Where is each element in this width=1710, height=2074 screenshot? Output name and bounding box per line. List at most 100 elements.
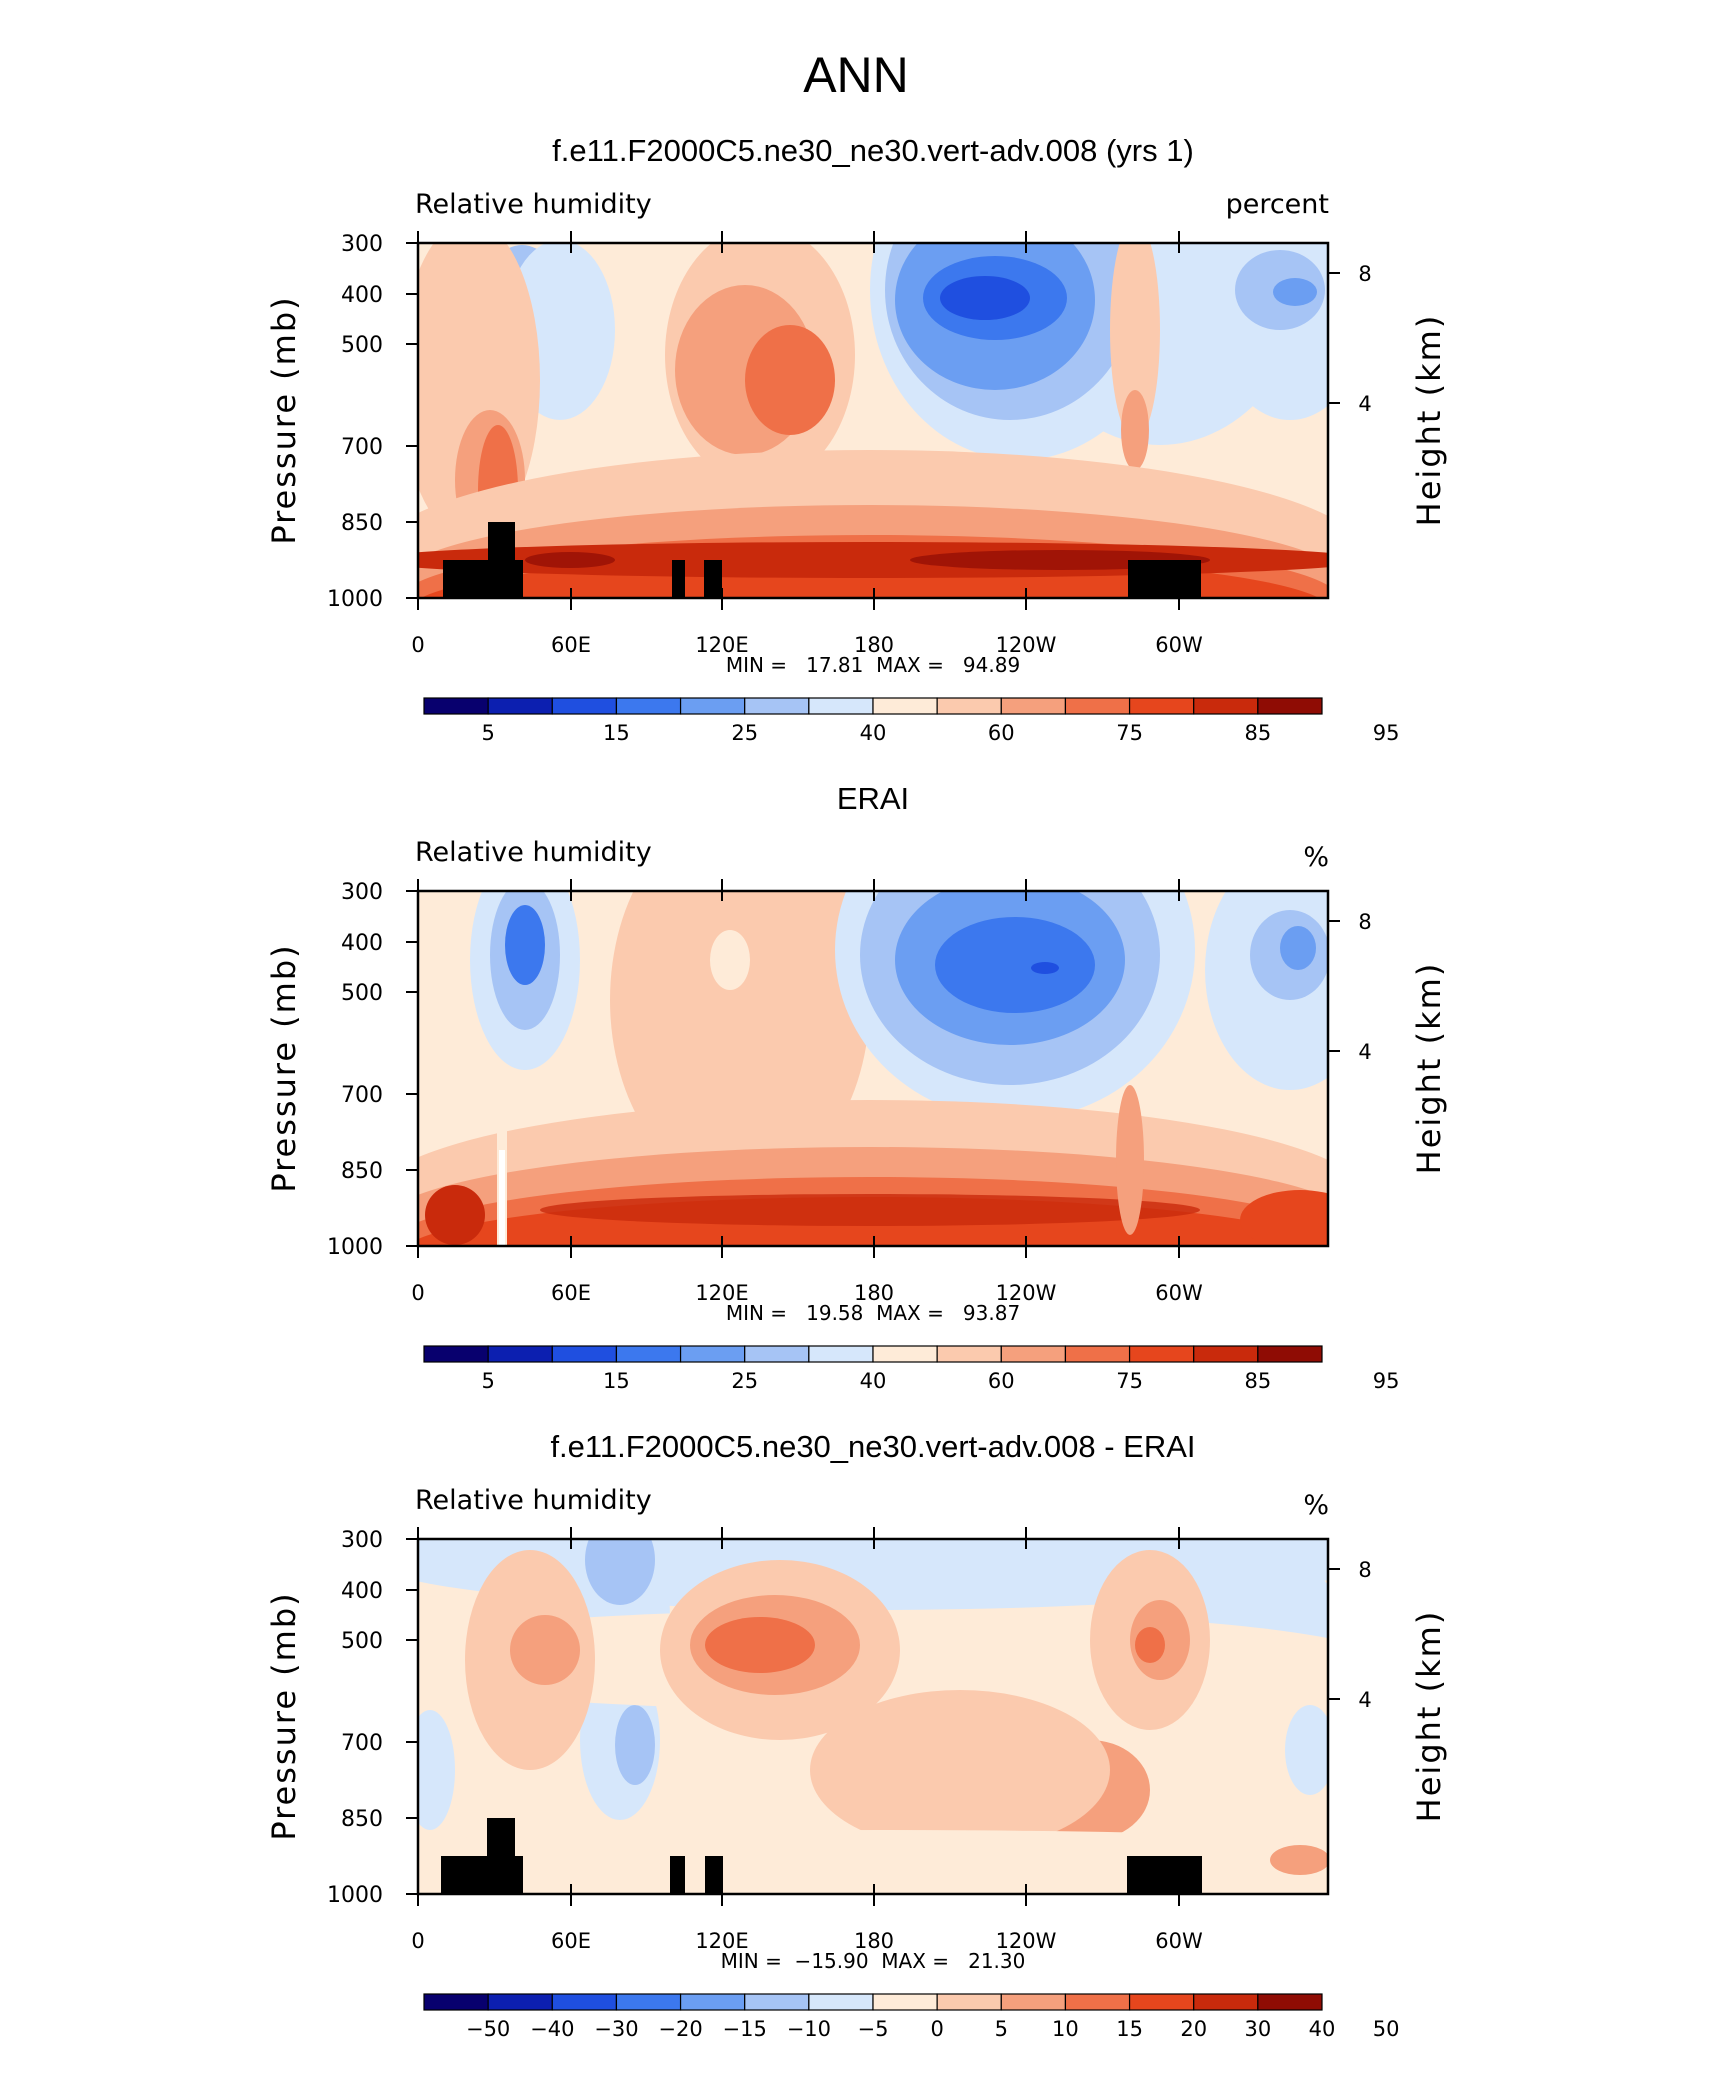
panel-3-stats: MIN = −15.90 MAX = 21.30 [721, 1949, 1026, 1973]
panel-3-y-tick-1: 400 [341, 1579, 383, 1604]
panel-2-title: ERAI [837, 781, 909, 816]
panel-2-colorbar-label: 15 [603, 1369, 630, 1393]
panel-3-y-tick-0: 300 [341, 1528, 383, 1553]
panel-1-y-tick-5: 1000 [327, 587, 383, 612]
panel-2-y2-tick-0: 8 [1358, 910, 1371, 934]
panel-3-x-tick-0: 0 [411, 1929, 424, 1953]
panel-1-colorbar-label: 85 [1244, 721, 1271, 745]
panel-2: ERAI Relative humidity % [265, 781, 1448, 1393]
panel-1-colorbar-label: 15 [603, 721, 630, 745]
panel-3-colorbar-swatch [1128, 1993, 1195, 2011]
panel-1-y2-tick-1: 4 [1358, 392, 1371, 416]
panel-3-colorbar-label: −5 [858, 2017, 889, 2041]
panel-2-colorbar-swatch [551, 1345, 618, 1363]
panel-2-colorbar-swatch [1128, 1345, 1195, 1363]
panel-2-x-tick-0: 0 [411, 1281, 424, 1305]
panel-1-colorbar-swatch [808, 697, 874, 715]
panel-1-colorbar-swatch [872, 697, 938, 715]
panel-2-colorbar-label: 25 [731, 1369, 758, 1393]
panel-3-y-tick-5: 1000 [327, 1883, 383, 1908]
panel-3-colorbar-swatch [551, 1993, 618, 2011]
panel-3-colorbar-label: 5 [995, 2017, 1008, 2041]
panel-1-y-tick-2: 500 [341, 333, 383, 358]
panel-1-colorbar-swatch [615, 697, 682, 715]
panel-3-colorbar-label: −15 [723, 2017, 767, 2041]
panel-1-y-tick-4: 850 [341, 511, 383, 536]
panel-2-colorbar-label: 5 [481, 1369, 494, 1393]
panel-1-units-label: percent [1226, 189, 1329, 220]
panel-1-x-tick-2: 120E [695, 633, 748, 657]
panel-2-colorbar-swatch [936, 1345, 1002, 1363]
panel-3-colorbar-swatch [487, 1993, 553, 2011]
panel-3-colorbar-swatch [936, 1993, 1002, 2011]
panel-2-colorbar-label: 75 [1116, 1369, 1143, 1393]
panel-3-colorbar-label: −50 [466, 2017, 510, 2041]
panel-3-colorbar-label: 20 [1180, 2017, 1207, 2041]
panel-3-colorbar-label: 0 [930, 2017, 943, 2041]
panel-2-colorbar-label: 40 [860, 1369, 887, 1393]
panel-3-colorbar-swatch [744, 1993, 810, 2011]
panel-2-y-tick-3: 700 [341, 1083, 383, 1108]
panel-1-plot-area [416, 241, 1330, 600]
panel-3-y2-tick-1: 4 [1358, 1688, 1371, 1712]
panel-1-x-tick-5: 60W [1155, 633, 1203, 657]
panel-2-x-tick-4: 120W [996, 1281, 1057, 1305]
panel-2-units-label: % [1303, 842, 1329, 873]
panel-3-colorbar-swatch [679, 1993, 746, 2011]
panel-3-x-tick-3: 180 [854, 1929, 894, 1953]
panel-2-y-axis-label: Pressure (mb) [265, 943, 303, 1192]
panel-3-colorbar-label: 50 [1373, 2017, 1400, 2041]
panel-3-y-tick-3: 700 [341, 1731, 383, 1756]
panel-2-colorbar-label: 60 [988, 1369, 1015, 1393]
panel-2-colorbar: 5 15 25 40 60 75 85 95 [423, 1345, 1400, 1393]
panel-2-y-tick-0: 300 [341, 880, 383, 905]
panel-3-colorbar-swatch [615, 1993, 682, 2011]
panel-1-field [418, 243, 1328, 598]
panel-3-colorbar-label: 15 [1116, 2017, 1143, 2041]
panel-1-colorbar-swatch [551, 697, 618, 715]
panel-1-x-tick-0: 0 [411, 633, 424, 657]
panel-1-y-tick-1: 400 [341, 283, 383, 308]
panel-1-colorbar-swatch [1064, 697, 1131, 715]
panel-2-colorbar-swatch [1064, 1345, 1131, 1363]
panel-1-y-tick-3: 700 [341, 435, 383, 460]
panel-3-colorbar-swatch [1193, 1993, 1259, 2011]
panel-2-colorbar-swatch [487, 1345, 553, 1363]
panel-3-field [418, 1539, 1328, 1875]
panel-2-y2-axis-label: Height (km) [1410, 962, 1448, 1175]
panel-1-y2-axis-label: Height (km) [1410, 314, 1448, 527]
panel-1-colorbar-swatch [1128, 697, 1195, 715]
panel-1-colorbar-label: 75 [1116, 721, 1143, 745]
panel-2-colorbar-swatch [1193, 1345, 1259, 1363]
panel-3-colorbar-swatch [1257, 1993, 1323, 2011]
panel-3-units-label: % [1303, 1490, 1329, 1521]
panel-3-colorbar-swatch [1000, 1993, 1067, 2011]
panel-1-x-tick-3: 180 [854, 633, 894, 657]
panel-1-y-axis-label: Pressure (mb) [265, 295, 303, 544]
panel-1-title: f.e11.F2000C5.ne30_ne30.vert-adv.008 (yr… [552, 133, 1194, 168]
panel-3-y-tick-2: 500 [341, 1629, 383, 1654]
panel-3: f.e11.F2000C5.ne30_ne30.vert-adv.008 - E… [265, 1429, 1448, 2041]
panel-2-x-tick-3: 180 [854, 1281, 894, 1305]
panel-1: f.e11.F2000C5.ne30_ne30.vert-adv.008 (yr… [265, 133, 1448, 745]
panel-2-colorbar-swatch [1000, 1345, 1067, 1363]
panel-1-variable-label: Relative humidity [415, 189, 652, 220]
figure-title: ANN [803, 47, 909, 103]
panel-2-y2-tick-1: 4 [1358, 1040, 1371, 1064]
panel-3-y-axis-label: Pressure (mb) [265, 1591, 303, 1840]
panel-2-y-tick-2: 500 [341, 981, 383, 1006]
panel-3-colorbar-label: 30 [1244, 2017, 1271, 2041]
panel-1-colorbar-swatch [936, 697, 1002, 715]
panel-2-colorbar-label: 85 [1244, 1369, 1271, 1393]
panel-1-colorbar-swatch [1000, 697, 1067, 715]
panel-1-colorbar-swatch [679, 697, 746, 715]
panel-2-colorbar-swatch [679, 1345, 746, 1363]
panel-3-colorbar-swatch [872, 1993, 938, 2011]
panel-1-colorbar-swatch [1257, 697, 1323, 715]
panel-2-x-tick-5: 60W [1155, 1281, 1203, 1305]
panel-2-field [418, 891, 1328, 1246]
panel-3-x-tick-4: 120W [996, 1929, 1057, 1953]
panel-1-stats: MIN = 17.81 MAX = 94.89 [726, 653, 1020, 677]
panel-1-colorbar-label: 40 [860, 721, 887, 745]
